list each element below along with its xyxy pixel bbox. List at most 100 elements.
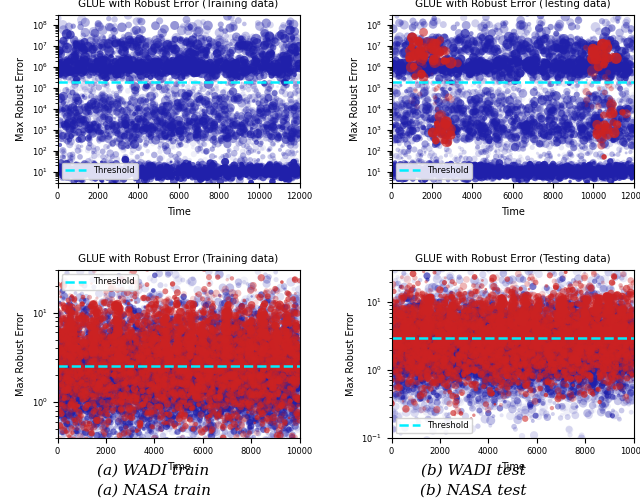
Point [244, 351, 255, 359]
Point [173, 174, 183, 182]
Point [219, 359, 229, 367]
Point [131, 414, 141, 422]
Point [399, 329, 410, 338]
Point [536, 315, 547, 323]
Point [579, 319, 589, 327]
Point [60, 373, 70, 381]
Point [425, 134, 435, 142]
Point [195, 375, 205, 383]
Point [444, 355, 454, 363]
Point [290, 383, 300, 391]
Point [59, 386, 69, 394]
Point [230, 67, 241, 75]
Point [491, 385, 501, 393]
Point [552, 334, 563, 342]
Point [600, 51, 611, 59]
Point [628, 385, 638, 393]
Point [540, 167, 550, 175]
Point [568, 367, 579, 375]
Point [551, 306, 561, 314]
Point [515, 327, 525, 335]
Point [161, 405, 171, 413]
Point [193, 45, 204, 53]
Point [517, 344, 527, 352]
Point [273, 133, 284, 141]
Point [136, 168, 147, 176]
Point [214, 409, 225, 417]
Point [552, 329, 563, 337]
Point [534, 449, 545, 457]
Point [157, 414, 167, 423]
Point [572, 389, 582, 397]
Point [558, 379, 568, 387]
Point [248, 127, 258, 135]
Point [106, 417, 116, 425]
Point [569, 108, 579, 116]
Point [502, 338, 513, 346]
Point [250, 85, 260, 93]
Point [289, 406, 299, 414]
Point [620, 339, 630, 347]
Point [441, 328, 451, 336]
Point [468, 322, 478, 330]
Point [134, 364, 145, 372]
Point [292, 162, 303, 171]
Point [397, 346, 408, 354]
Point [624, 97, 634, 105]
Point [460, 362, 470, 370]
Point [454, 363, 465, 371]
Point [589, 331, 599, 340]
Point [489, 317, 499, 325]
Point [418, 174, 428, 182]
Point [477, 342, 487, 350]
Point [269, 34, 279, 42]
Point [115, 164, 125, 173]
Point [443, 339, 453, 347]
Point [451, 108, 461, 116]
Point [291, 77, 301, 85]
Point [523, 336, 533, 344]
Point [526, 376, 536, 384]
Point [148, 367, 159, 375]
Point [74, 168, 84, 176]
Point [614, 364, 624, 372]
Point [491, 172, 501, 180]
Point [455, 360, 465, 368]
Point [266, 391, 276, 399]
Point [103, 357, 113, 365]
Point [228, 344, 239, 352]
Point [99, 404, 109, 412]
Point [181, 442, 191, 450]
Point [154, 352, 164, 360]
Point [58, 300, 68, 308]
Point [94, 393, 104, 401]
Point [401, 100, 412, 108]
Point [199, 340, 209, 348]
Point [493, 286, 503, 294]
Point [402, 329, 412, 338]
Point [132, 169, 142, 177]
Point [271, 360, 282, 368]
Point [106, 371, 116, 379]
Point [486, 164, 497, 172]
Point [196, 358, 207, 366]
Point [586, 343, 596, 351]
Point [281, 362, 291, 370]
Point [184, 171, 194, 179]
Point [67, 374, 77, 382]
Point [560, 330, 570, 338]
Point [67, 381, 77, 389]
Point [52, 107, 63, 115]
Point [136, 342, 146, 350]
Point [468, 303, 478, 311]
Point [73, 333, 83, 342]
Point [227, 414, 237, 423]
Point [580, 354, 590, 362]
Point [156, 304, 166, 312]
Point [605, 388, 616, 396]
Point [616, 365, 626, 373]
Point [67, 386, 77, 394]
Point [611, 64, 621, 72]
Point [102, 67, 112, 75]
Point [236, 347, 246, 355]
